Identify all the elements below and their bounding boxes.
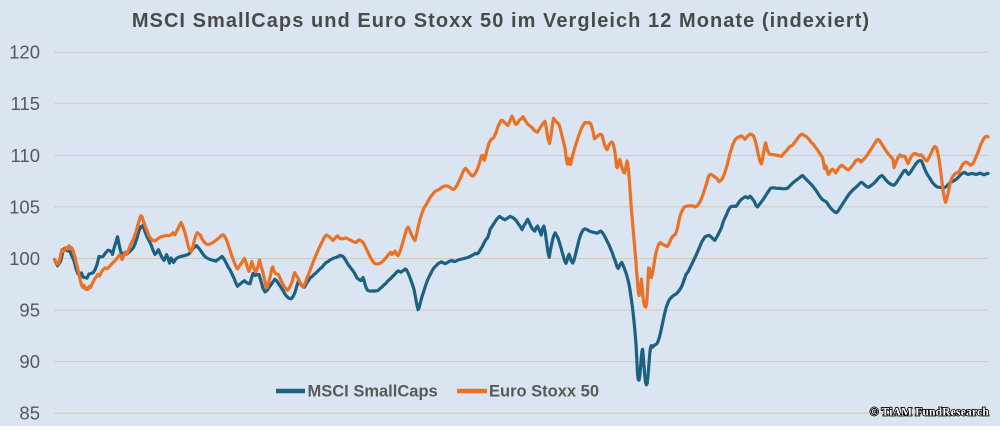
svg-text:100: 100	[9, 248, 40, 269]
svg-text:Euro Stoxx 50: Euro Stoxx 50	[489, 383, 599, 401]
svg-text:MSCI SmallCaps: MSCI SmallCaps	[308, 383, 438, 401]
svg-text:120: 120	[9, 42, 40, 63]
svg-text:90: 90	[19, 351, 40, 372]
svg-text:95: 95	[19, 300, 40, 321]
svg-text:© TiAM FundResearch: © TiAM FundResearch	[870, 407, 990, 419]
svg-text:110: 110	[11, 145, 41, 166]
svg-text:MSCI SmallCaps und Euro Stoxx: MSCI SmallCaps und Euro Stoxx 50 im Verg…	[132, 10, 870, 32]
svg-text:105: 105	[9, 196, 40, 217]
svg-text:85: 85	[19, 403, 40, 424]
svg-text:115: 115	[11, 93, 41, 114]
